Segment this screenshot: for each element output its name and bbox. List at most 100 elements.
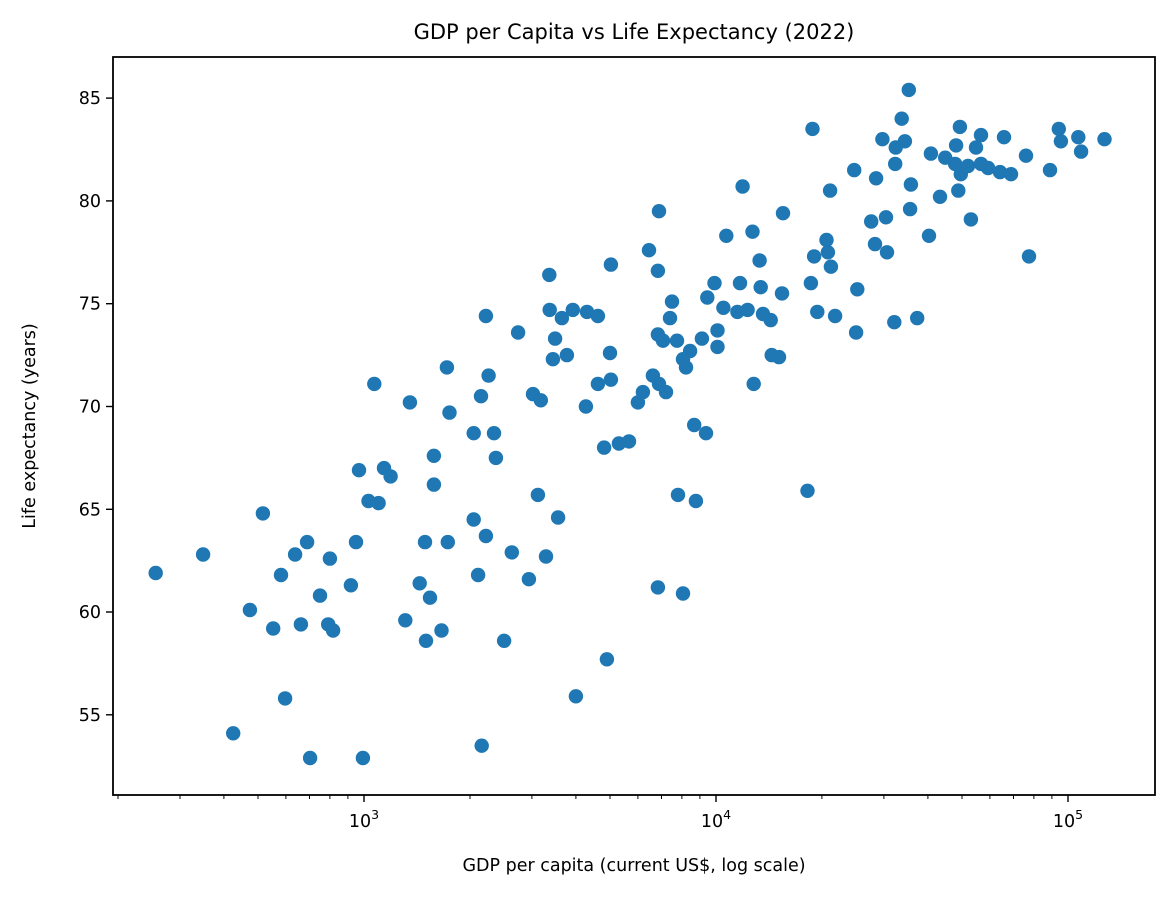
data-point (621, 434, 637, 449)
data-point (820, 245, 836, 260)
data-point (992, 164, 1008, 180)
data-point (486, 426, 502, 441)
data-point (847, 162, 862, 178)
data-point (545, 352, 561, 367)
data-point (960, 158, 976, 174)
data-point (434, 623, 449, 638)
data-point (478, 308, 494, 324)
data-point (719, 228, 734, 243)
data-point (603, 372, 619, 387)
data-point (418, 633, 434, 648)
data-point (277, 691, 293, 706)
data-point (774, 286, 790, 301)
data-point (887, 315, 902, 330)
data-point (968, 140, 984, 155)
data-point (850, 282, 865, 297)
x-tick-label: 104 (701, 807, 731, 832)
plot-frame (112, 56, 1156, 796)
data-point (700, 290, 715, 305)
data-point (242, 602, 258, 618)
y-tick-label: 60 (79, 603, 101, 623)
data-point (422, 590, 438, 605)
data-point (226, 726, 241, 741)
data-point (470, 567, 486, 583)
data-point (312, 588, 328, 603)
data-point (822, 183, 838, 198)
data-point (921, 228, 937, 243)
data-point (1003, 167, 1019, 182)
data-point (910, 310, 925, 326)
data-point (466, 512, 481, 527)
y-tick-label: 55 (79, 706, 101, 726)
data-point (650, 580, 666, 595)
data-point (530, 487, 546, 503)
data-point (716, 300, 731, 315)
data-point (996, 130, 1012, 145)
x-axis-label: GDP per capita (current US$, log scale) (462, 856, 806, 876)
data-point (1018, 148, 1034, 163)
data-point (596, 440, 612, 455)
data-point (603, 257, 619, 272)
data-point (707, 275, 722, 291)
data-point (1071, 130, 1086, 145)
data-point (1021, 249, 1037, 264)
data-point (478, 528, 494, 544)
data-point (426, 477, 442, 492)
data-point (568, 689, 584, 704)
data-point (439, 360, 455, 375)
data-point (868, 171, 884, 186)
data-point (1051, 121, 1067, 137)
data-point (948, 138, 964, 153)
data-point (662, 310, 678, 326)
data-point (402, 395, 418, 410)
data-point (554, 310, 570, 326)
data-point (655, 333, 671, 348)
data-point (322, 551, 338, 566)
data-point (533, 393, 548, 408)
data-point (651, 204, 667, 219)
data-point (864, 214, 879, 229)
data-point (1097, 132, 1112, 147)
data-point (746, 376, 761, 392)
data-point (810, 304, 825, 320)
data-point (367, 376, 382, 392)
data-point (805, 121, 820, 137)
data-point (740, 302, 755, 318)
y-tick-label: 65 (79, 500, 101, 520)
y-tick-label: 75 (79, 295, 101, 315)
data-point (488, 450, 504, 466)
data-point (963, 212, 979, 227)
data-point (687, 417, 702, 433)
data-point (474, 738, 489, 753)
data-point (351, 463, 367, 478)
data-point (932, 189, 948, 204)
data-point (698, 426, 714, 441)
x-tick-label: 103 (349, 807, 379, 832)
data-point (800, 483, 815, 498)
data-point (1053, 134, 1069, 149)
data-point (302, 750, 318, 766)
data-point (894, 111, 909, 126)
data-point (827, 308, 843, 324)
data-point (669, 333, 685, 348)
data-point (752, 253, 767, 268)
data-point (466, 426, 481, 441)
data-point (678, 360, 694, 375)
data-point (980, 160, 996, 176)
data-point (343, 578, 359, 593)
data-point (803, 275, 819, 291)
data-point (710, 323, 725, 338)
data-point (590, 376, 606, 392)
y-tick-label: 85 (79, 89, 101, 109)
data-point (579, 304, 595, 320)
data-point (675, 586, 691, 601)
data-point (355, 750, 371, 766)
data-point (641, 243, 657, 258)
data-point (266, 621, 281, 636)
data-point (417, 534, 433, 550)
data-point (650, 263, 666, 278)
y-tick-label: 80 (79, 192, 101, 212)
data-point (538, 549, 554, 564)
data-point (383, 469, 398, 484)
